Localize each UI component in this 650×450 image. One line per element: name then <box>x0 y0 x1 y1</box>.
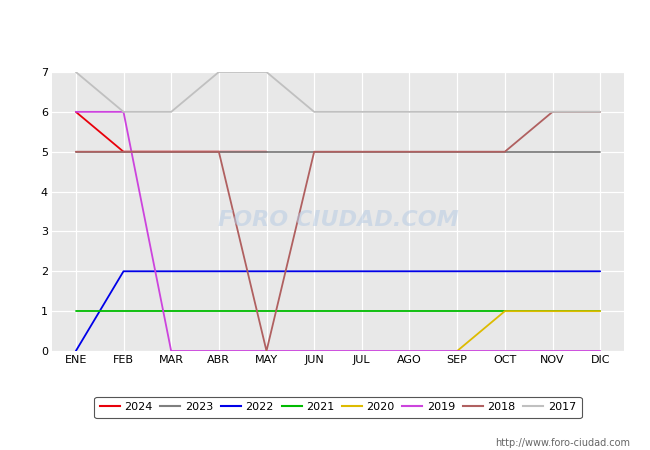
Text: FORO CIUDAD.COM: FORO CIUDAD.COM <box>218 210 458 230</box>
Legend: 2024, 2023, 2022, 2021, 2020, 2019, 2018, 2017: 2024, 2023, 2022, 2021, 2020, 2019, 2018… <box>94 397 582 418</box>
Text: Afiliados en Fresneda de la Sierra a 31/5/2024: Afiliados en Fresneda de la Sierra a 31/… <box>134 11 516 29</box>
Text: http://www.foro-ciudad.com: http://www.foro-ciudad.com <box>495 438 630 448</box>
